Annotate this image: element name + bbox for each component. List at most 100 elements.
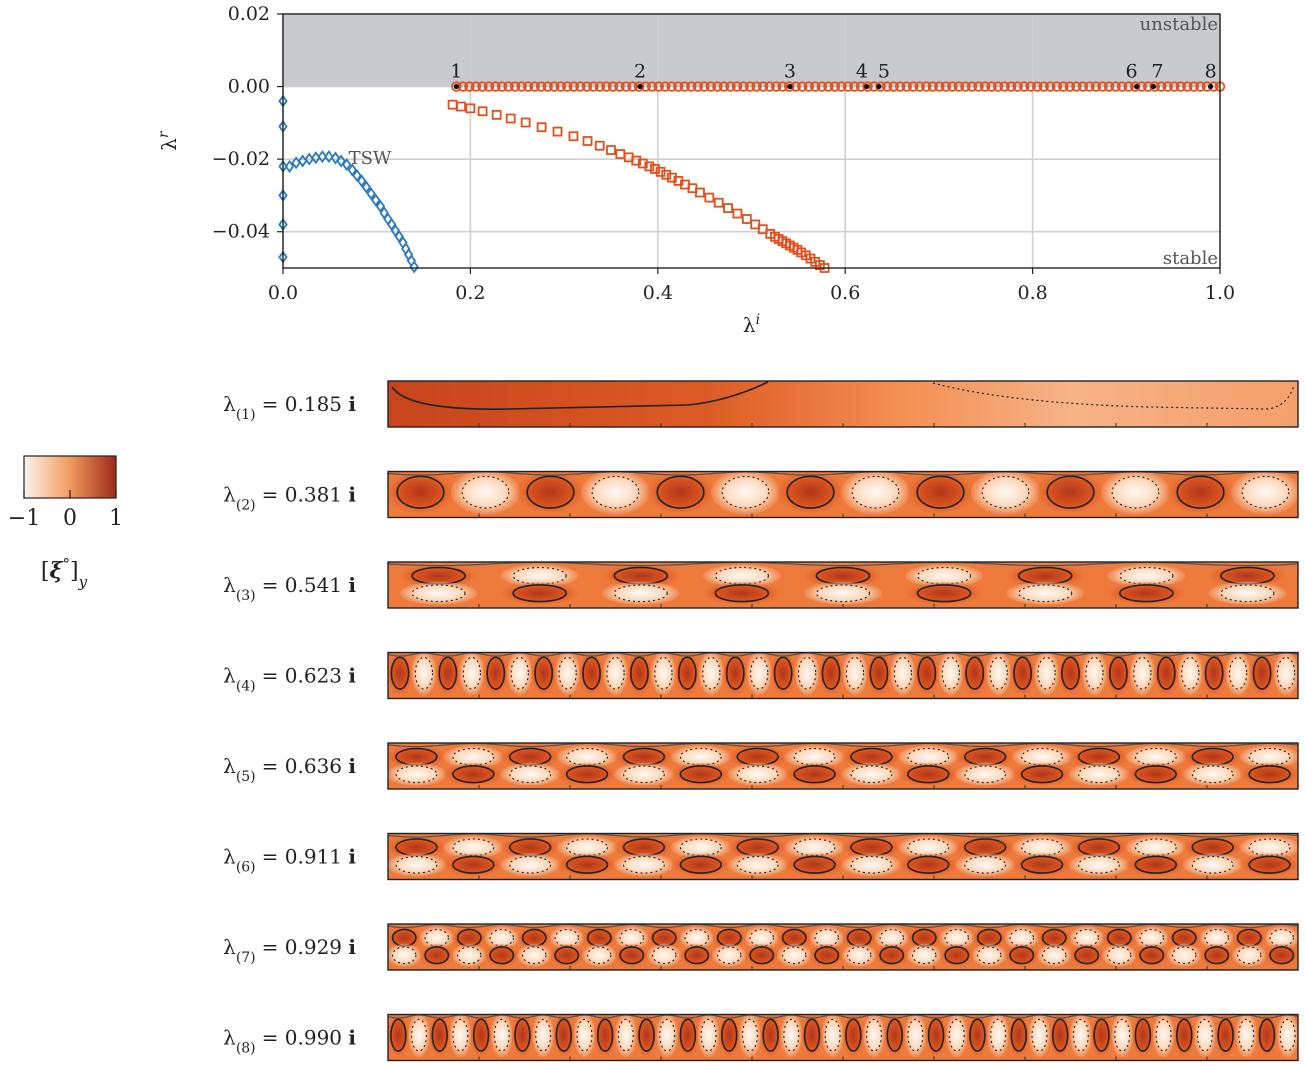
tsw-point <box>330 151 341 165</box>
mode-point <box>699 81 710 92</box>
y-axis-ticks: 0.02 0.00 −0.02 −0.04 <box>212 3 283 243</box>
mode-point <box>810 81 821 92</box>
mode-point <box>529 81 540 92</box>
tsw-point <box>336 154 346 168</box>
mode-point <box>888 81 899 92</box>
mode-point <box>940 81 952 92</box>
tsw-point <box>403 248 414 262</box>
mode-point <box>620 81 632 92</box>
data-points <box>278 81 1226 274</box>
mode-point <box>1156 81 1167 92</box>
mode-point <box>881 81 893 92</box>
mode-dot <box>1208 83 1214 90</box>
branch-point <box>582 136 593 146</box>
tsw-point <box>284 159 295 173</box>
mode-point <box>542 81 553 92</box>
stable-label: stable <box>1163 248 1218 269</box>
mode-panel: λ(6) = 0.911 i <box>223 832 1299 881</box>
branch-point <box>606 145 616 155</box>
x-tick-label: 0.8 <box>1017 282 1047 304</box>
mode-number: 1 <box>450 61 462 83</box>
mode-dot <box>787 83 793 90</box>
tsw-point <box>317 150 328 164</box>
mode-point <box>770 81 782 92</box>
mode-point <box>686 81 697 92</box>
mode-point <box>673 81 684 92</box>
mode-point <box>692 81 704 92</box>
colorbar: −1 0 1 [ξ°]y <box>8 455 123 591</box>
mode-point <box>1103 81 1115 92</box>
mode-point <box>921 81 932 92</box>
mode-point <box>588 81 599 92</box>
mode-point <box>875 81 886 92</box>
mode-point <box>470 81 482 92</box>
mode-point <box>777 81 788 92</box>
mode-point <box>477 81 488 92</box>
colorbar-label: [ξ°]y <box>41 555 88 591</box>
mode-point <box>1012 81 1023 92</box>
mode-number: 8 <box>1205 61 1217 83</box>
mode-point <box>1182 81 1193 92</box>
mode-point <box>594 81 606 92</box>
branch-point <box>661 169 672 180</box>
mode-point <box>1045 81 1056 92</box>
mode-point <box>1169 81 1180 92</box>
mode-point <box>1149 81 1160 92</box>
mode-point <box>483 81 495 92</box>
mode-field <box>388 743 1298 789</box>
mode-point <box>894 81 906 92</box>
mode-point <box>575 81 586 92</box>
mode-panel: λ(8) = 0.990 i <box>223 1013 1299 1062</box>
mode-point <box>992 81 1004 92</box>
y-tick-label: 0.02 <box>228 3 270 25</box>
mode-point <box>1032 81 1043 92</box>
mode-point <box>1071 81 1082 92</box>
y-tick-label: 0.00 <box>228 76 270 98</box>
mode-number: 6 <box>1126 61 1138 83</box>
mode-point <box>1110 81 1121 92</box>
tsw-annotation: TSW <box>349 148 392 169</box>
mode-point <box>1038 81 1049 92</box>
branch-point <box>695 187 705 198</box>
mode-point <box>731 81 743 92</box>
branch-point <box>465 103 476 114</box>
tsw-point <box>347 163 358 177</box>
mode-panel: λ(7) = 0.929 i <box>223 923 1299 971</box>
plot-frame <box>282 13 1221 269</box>
mode-field <box>388 652 1298 699</box>
mode-point <box>1077 81 1089 92</box>
y-axis-label: λr <box>156 130 181 151</box>
x-tick-label: 1.0 <box>1205 282 1235 304</box>
mode-point <box>568 81 580 92</box>
mode-label: λ(1) = 0.185 i <box>223 392 356 423</box>
mode-panel: λ(2) = 0.381 i <box>223 470 1299 519</box>
mode-point <box>953 81 965 92</box>
mode-point <box>999 81 1010 92</box>
tsw-point <box>356 174 367 188</box>
mode-point <box>823 81 834 92</box>
mode-point <box>1058 81 1069 92</box>
mode-point <box>535 81 547 92</box>
tsw-point <box>342 158 352 172</box>
mode-point <box>1129 81 1141 92</box>
mode-point <box>503 81 514 92</box>
mode-label: λ(2) = 0.381 i <box>223 483 356 514</box>
mode-point <box>751 81 762 92</box>
mode-panel: λ(3) = 0.541 i <box>223 561 1299 609</box>
mode-label: λ(6) = 0.911 i <box>223 845 356 876</box>
mode-point <box>901 81 912 92</box>
mode-point <box>784 81 795 92</box>
y-tick-label: −0.02 <box>212 148 270 170</box>
mode-number: 7 <box>1151 61 1163 83</box>
tsw-point <box>409 260 419 274</box>
mode-point <box>914 81 925 92</box>
mode-point <box>712 81 723 92</box>
mode-point <box>601 81 612 92</box>
mode-point <box>1084 81 1095 92</box>
mode-fields: λ(1) = 0.185 i λ(2) = 0.381 i λ(3) = 0.541 i λ… <box>223 380 1299 1062</box>
mode-point <box>1195 81 1206 92</box>
mode-point <box>973 81 984 92</box>
mode-number: 3 <box>784 61 796 83</box>
mode-point <box>1162 81 1173 92</box>
